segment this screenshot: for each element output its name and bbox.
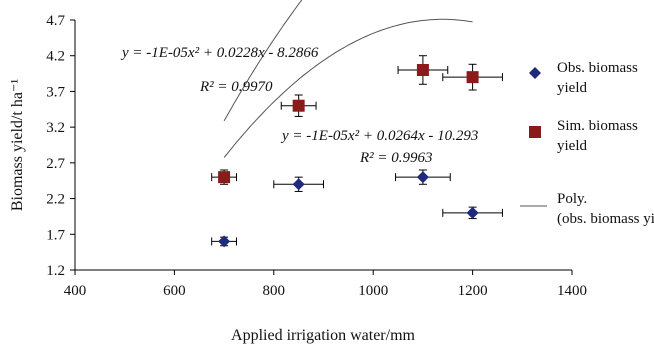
- obs-diamond-marker: [416, 171, 429, 184]
- sim-point: [211, 169, 238, 185]
- legend: Obs. biomass yield Sim. biomass yield Poly…: [520, 60, 654, 227]
- trendlines: [223, 0, 473, 158]
- sim-square-marker: [218, 171, 231, 184]
- x-axis-title: Applied irrigation water/mm: [231, 327, 416, 344]
- obs-point: [211, 235, 238, 248]
- x-tick-label: 800: [263, 283, 286, 299]
- y-tick-label: 4.7: [46, 13, 65, 29]
- legend-diamond-marker: [529, 67, 541, 79]
- obs-diamond-marker: [292, 178, 305, 191]
- sim-square-marker: [292, 99, 305, 112]
- y-tick-label: 1.2: [46, 263, 65, 279]
- legend-item-poly: Poly.(obs. biomass yield: [520, 191, 654, 227]
- sim-point: [280, 94, 317, 117]
- trendline-obs: [223, 0, 303, 122]
- x-tick-label: 1400: [557, 283, 587, 299]
- axes: [74, 20, 572, 271]
- sim-fit-equation: y = -1E-05x² + 0.0228x - 8.2866: [120, 45, 319, 61]
- y-tick-label: 4.2: [46, 49, 65, 65]
- obs-point: [395, 169, 451, 185]
- trendline-sim: [223, 18, 473, 158]
- x-tick-label: 1200: [458, 283, 488, 299]
- y-tick-label: 2.7: [46, 156, 65, 172]
- legend-label-poly: Poly.(obs. biomass yield: [557, 191, 654, 227]
- y-tick-label: 1.7: [46, 227, 65, 243]
- legend-item-obs: Obs. biomass yield: [529, 60, 638, 96]
- obs-fit-equation: y = -1E-05x² + 0.0264x - 10.293: [280, 128, 478, 144]
- x-tick-label: 1000: [358, 283, 388, 299]
- y-tick-label: 2.2: [46, 192, 65, 208]
- x-tick-label: 600: [163, 283, 186, 299]
- sim-point: [397, 55, 449, 85]
- obs-diamond-marker: [218, 235, 231, 248]
- sim-point: [442, 63, 503, 91]
- y-tick-labels: 1.2 1.7 2.2 2.7 3.2 3.7 4.2 4.7: [46, 13, 75, 279]
- data-points: [211, 55, 503, 248]
- legend-label-obs: Obs. biomass yield: [557, 60, 638, 96]
- x-tick-labels: 400 600 800 1000 1200 1400: [64, 270, 587, 299]
- obs-point: [273, 176, 324, 192]
- legend-label-sim: Sim. biomass yield: [557, 118, 638, 154]
- obs-diamond-marker: [466, 206, 479, 219]
- obs-fit-r2: R² = 0.9963: [359, 150, 433, 166]
- legend-square-marker: [529, 126, 541, 138]
- y-tick-label: 3.2: [46, 120, 65, 136]
- sim-square-marker: [466, 71, 479, 84]
- obs-point: [442, 206, 503, 220]
- y-tick-label: 3.7: [46, 84, 65, 100]
- y-axis-title: Biomass yield/t ha⁻¹: [9, 79, 26, 212]
- sim-square-marker: [416, 64, 429, 76]
- sim-fit-r2: R² = 0.9970: [199, 79, 273, 95]
- legend-item-sim: Sim. biomass yield: [529, 118, 638, 154]
- x-tick-label: 400: [64, 283, 87, 299]
